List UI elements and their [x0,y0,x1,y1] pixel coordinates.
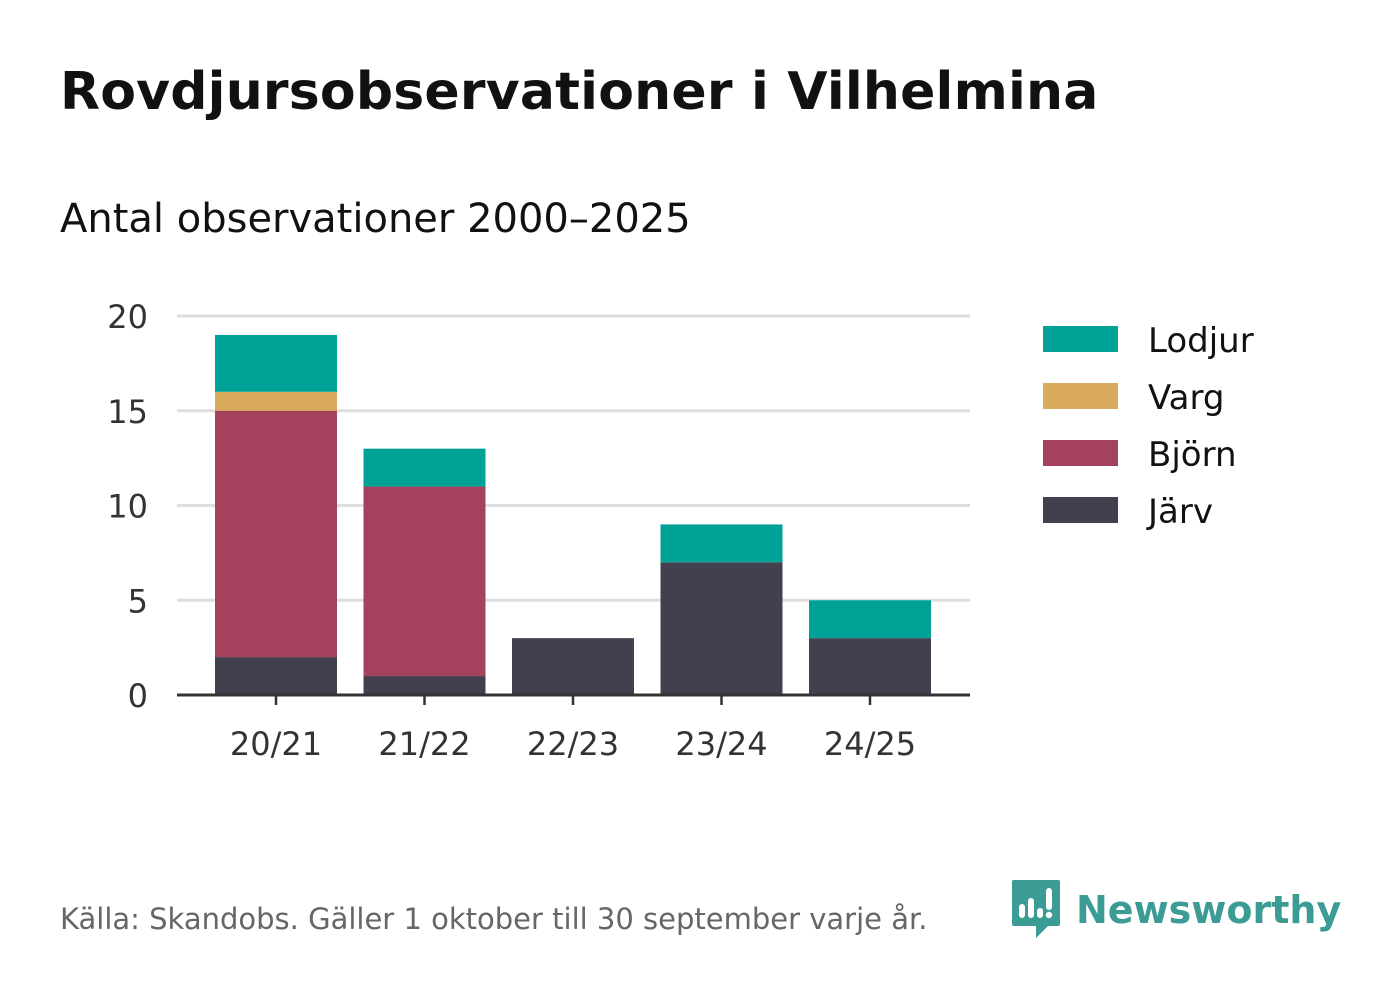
x-tick-label: 23/24 [675,725,767,763]
bars [215,334,931,695]
bar-jrv-22-23 [512,638,634,695]
bar-bjrn-20-21 [215,410,337,658]
legend: Lodjur Varg Björn Järv [1043,321,1254,532]
newsworthy-logo-icon [1012,880,1060,938]
legend-swatch [1043,383,1118,409]
legend-label: Järv [1146,492,1213,532]
source-note: Källa: Skandobs. Gäller 1 oktober till 3… [60,902,928,936]
chart-title: Rovdjursobservationer i Vilhelmina [60,62,1099,122]
x-tick-label: 22/23 [527,725,619,763]
bar-lodjur-21-22 [363,448,486,487]
bar-lodjur-23-24 [660,524,783,563]
chart-subtitle: Antal observationer 2000–2025 [60,196,691,242]
legend-label: Björn [1148,435,1237,475]
y-tick-label: 5 [128,582,148,620]
legend-swatch [1043,497,1118,523]
y-tick-label: 10 [107,488,148,526]
bar-lodjur-20-21 [215,334,337,392]
y-tick-label: 0 [128,677,148,715]
bar-jrv-21-22 [363,676,486,695]
bar-jrv-24-25 [809,638,931,695]
brand-name: Newsworthy [1076,888,1342,932]
x-tick-label: 21/22 [378,725,470,763]
legend-label: Varg [1148,378,1224,418]
legend-swatch [1043,440,1118,466]
bar-bjrn-21-22 [363,486,486,677]
x-tick-label: 20/21 [230,725,322,763]
axes: 0 5 10 15 20 20/21 21/22 22/23 23/24 24/25 [107,298,970,763]
y-tick-label: 20 [107,298,148,336]
legend-label: Lodjur [1148,321,1254,361]
bar-jrv-23-24 [660,562,783,695]
x-tick-label: 24/25 [824,725,916,763]
bar-lodjur-24-25 [809,600,931,639]
brand: Newsworthy [1010,878,1341,942]
bar-jrv-20-21 [215,657,337,695]
legend-swatch [1043,326,1118,352]
y-tick-label: 15 [107,393,148,431]
bar-varg-20-21 [215,391,337,411]
